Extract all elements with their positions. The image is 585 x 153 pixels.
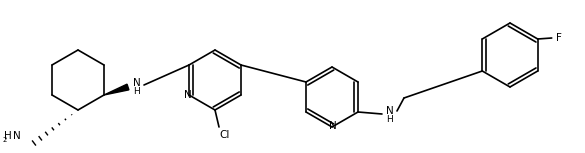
Text: N: N [329,121,337,131]
Text: N: N [13,131,21,141]
Text: Cl: Cl [220,130,230,140]
Text: F: F [556,33,562,43]
Text: 2: 2 [3,137,7,143]
Text: H: H [4,131,12,141]
Polygon shape [104,84,129,95]
Text: N: N [133,78,141,88]
Text: H: H [387,114,393,123]
Text: N: N [184,90,192,100]
Text: H: H [133,88,140,97]
Text: N: N [386,106,394,116]
